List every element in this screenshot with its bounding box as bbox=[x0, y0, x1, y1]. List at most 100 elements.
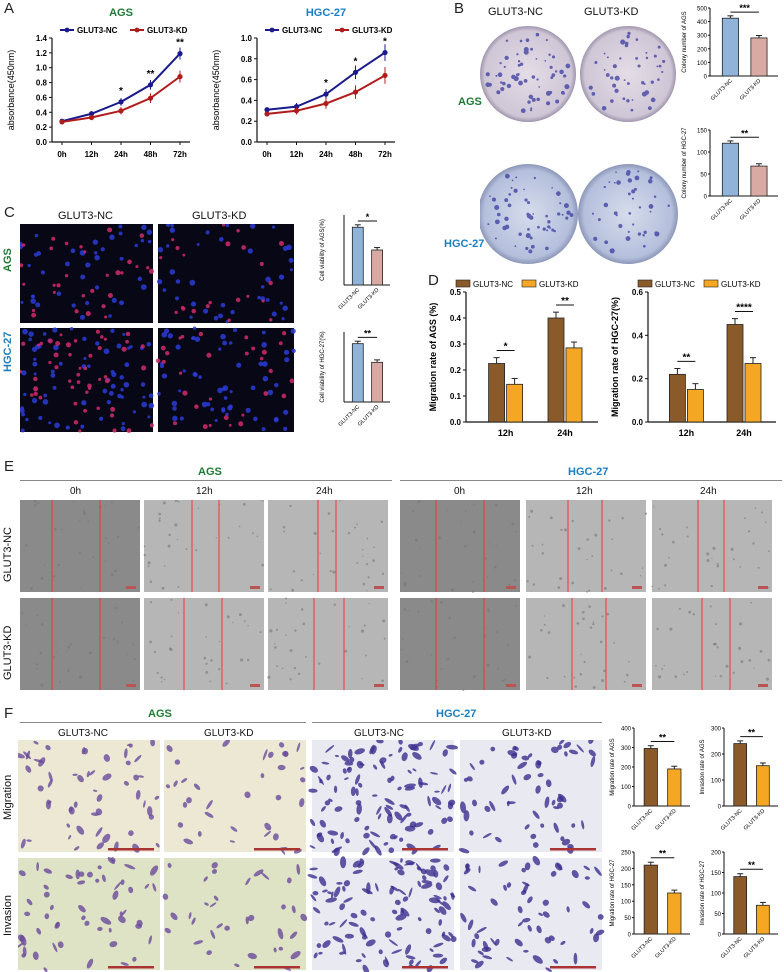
colony bbox=[649, 176, 653, 180]
stained-cell bbox=[316, 832, 323, 837]
x-tick-label: 12h bbox=[679, 428, 695, 438]
plate-ags-nc bbox=[480, 26, 576, 122]
stained-cell bbox=[557, 793, 567, 803]
stained-cell bbox=[465, 863, 470, 872]
stained-cell bbox=[391, 949, 403, 954]
stained-cell bbox=[211, 869, 218, 874]
f-ags-nc: GLUT3-NC bbox=[58, 728, 109, 739]
stained-cell bbox=[415, 863, 423, 872]
cell-speck bbox=[405, 660, 409, 663]
nucleus bbox=[99, 416, 104, 421]
stained-cell bbox=[427, 828, 434, 835]
stained-cell bbox=[424, 869, 436, 877]
edu-cell bbox=[104, 378, 110, 384]
cell-speck bbox=[52, 656, 55, 659]
cell-speck bbox=[297, 672, 301, 676]
stained-cell bbox=[561, 838, 571, 846]
stained-cell bbox=[18, 870, 26, 877]
stained-cell bbox=[97, 865, 102, 870]
stained-cell bbox=[334, 754, 340, 758]
edu-cell bbox=[85, 311, 91, 317]
stained-cell bbox=[154, 795, 160, 800]
edu-cell bbox=[281, 331, 287, 336]
edu-cell bbox=[83, 408, 87, 413]
cell-speck bbox=[333, 603, 337, 606]
cell-speck bbox=[78, 551, 82, 554]
stained-cell bbox=[467, 885, 477, 892]
stained-cell bbox=[521, 755, 530, 761]
edu-cell bbox=[206, 352, 212, 358]
x-tick-label: 72h bbox=[378, 150, 392, 159]
colony bbox=[547, 220, 551, 224]
cell-speck bbox=[79, 519, 81, 522]
colony bbox=[564, 84, 570, 90]
stained-cell bbox=[97, 926, 103, 931]
cell-speck bbox=[79, 587, 82, 589]
y-tick-label: 100 bbox=[697, 151, 708, 157]
colony bbox=[635, 56, 639, 60]
stained-cell bbox=[150, 865, 159, 876]
y-tick-label: 200 bbox=[697, 47, 708, 53]
stained-cell bbox=[342, 943, 347, 955]
cell-speck bbox=[493, 565, 497, 569]
f-ags-kd: GLUT3-KD bbox=[204, 728, 254, 739]
y-tick-label: 400 bbox=[621, 727, 632, 733]
edu-cell bbox=[33, 391, 38, 396]
stained-cell bbox=[245, 916, 249, 925]
stained-cell bbox=[344, 777, 349, 780]
nucleus bbox=[119, 256, 124, 261]
stained-cell bbox=[421, 883, 433, 889]
stained-cell bbox=[434, 907, 440, 914]
edu-cell bbox=[191, 308, 196, 314]
edu-cell bbox=[126, 428, 132, 434]
stained-cell bbox=[398, 740, 403, 745]
nucleus bbox=[52, 385, 57, 390]
cell-speck bbox=[709, 605, 712, 608]
nucleus bbox=[179, 416, 184, 421]
cell-speck bbox=[36, 614, 39, 617]
edu-cell bbox=[99, 335, 104, 339]
cell-speck bbox=[177, 586, 180, 588]
stained-cell bbox=[372, 794, 378, 797]
cell-speck bbox=[716, 562, 719, 565]
bar bbox=[726, 324, 744, 423]
colony bbox=[506, 83, 512, 89]
stained-cell bbox=[211, 862, 218, 869]
colony bbox=[533, 176, 537, 180]
stained-cell bbox=[441, 817, 448, 824]
cell-speck bbox=[672, 540, 675, 544]
colony bbox=[532, 213, 535, 215]
colony-plates bbox=[480, 26, 678, 264]
nucleus bbox=[222, 340, 227, 346]
stained-cell bbox=[407, 769, 412, 774]
cell-speck bbox=[686, 535, 689, 538]
nucleus bbox=[236, 362, 242, 368]
x-tick-label: 48h bbox=[349, 150, 363, 159]
f-ags-divider bbox=[20, 722, 306, 723]
transwell-image bbox=[460, 740, 602, 852]
stained-cell bbox=[77, 880, 86, 885]
edu-cell bbox=[221, 224, 226, 227]
stained-cell bbox=[76, 825, 85, 835]
cell-speck bbox=[592, 621, 595, 623]
stained-cell bbox=[421, 880, 433, 885]
stained-cell bbox=[506, 800, 510, 807]
cell-speck bbox=[372, 559, 375, 563]
stained-cell bbox=[333, 847, 340, 857]
stained-cell bbox=[474, 933, 480, 940]
f-row-invasion: Invasion bbox=[2, 895, 14, 936]
cell-speck bbox=[685, 526, 688, 529]
cell-speck bbox=[495, 630, 499, 634]
stained-cell bbox=[65, 874, 73, 880]
stained-cell bbox=[110, 857, 116, 863]
edu-cell bbox=[261, 299, 265, 303]
edu-cell bbox=[223, 415, 229, 421]
f-ags-title: AGS bbox=[148, 708, 172, 720]
nucleus bbox=[36, 251, 42, 256]
cell-speck bbox=[576, 622, 580, 625]
stained-cell bbox=[358, 782, 363, 788]
stained-cell bbox=[352, 869, 363, 875]
stained-cell bbox=[68, 806, 73, 813]
edu-cell bbox=[148, 268, 155, 274]
